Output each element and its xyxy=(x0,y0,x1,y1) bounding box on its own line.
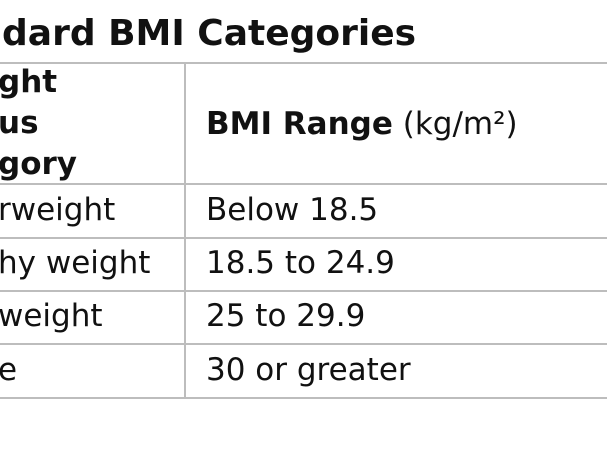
header-cell-line: us xyxy=(0,105,39,141)
table-border xyxy=(0,290,607,292)
table-cell: weight xyxy=(0,298,103,334)
header-cell-line: gory xyxy=(0,146,77,182)
table-cell: e xyxy=(0,352,18,388)
table-border xyxy=(0,62,607,64)
table-border xyxy=(0,397,607,399)
table-cell: 25 to 29.9 xyxy=(206,298,366,334)
title: dard BMI Categories xyxy=(2,13,417,54)
table-border xyxy=(0,343,607,345)
table-cell: hy weight xyxy=(0,245,151,281)
table-cell: 30 or greater xyxy=(206,352,411,388)
table-cell: rweight xyxy=(0,192,116,228)
table-border xyxy=(0,183,607,185)
header-cell: BMI Range (kg/m²) xyxy=(206,105,518,143)
table-cell: Below 18.5 xyxy=(206,192,379,228)
table-cell: 18.5 to 24.9 xyxy=(206,245,395,281)
header-cell-line: ght xyxy=(0,64,58,100)
header-unit: (kg/m²) xyxy=(402,106,518,142)
column-border xyxy=(184,62,186,398)
table-border xyxy=(0,237,607,239)
header-label: BMI Range xyxy=(206,106,393,142)
